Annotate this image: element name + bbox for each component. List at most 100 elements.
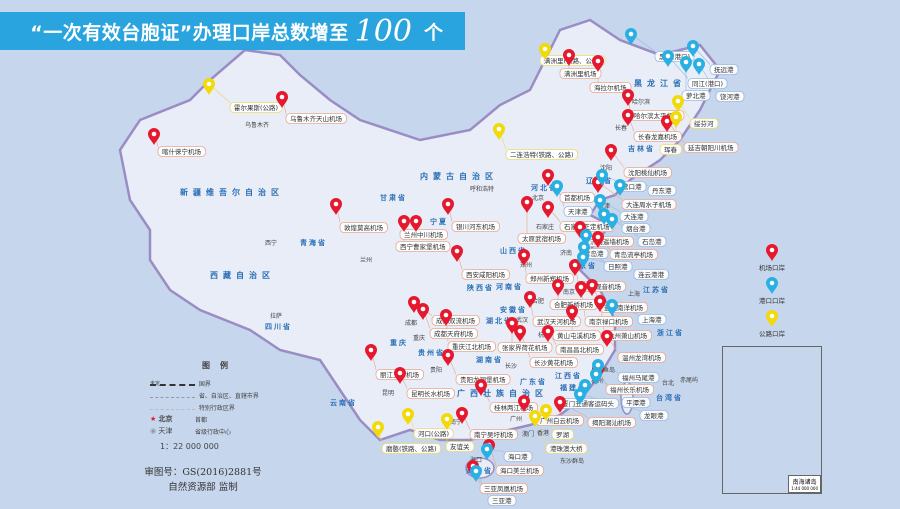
airport-marker[interactable] bbox=[521, 196, 533, 213]
airport-marker[interactable] bbox=[592, 55, 604, 72]
port-label[interactable]: 银川河东机场 bbox=[451, 221, 500, 232]
airport-marker[interactable] bbox=[594, 295, 606, 312]
airport-marker[interactable] bbox=[442, 198, 454, 215]
port-label[interactable]: 龙眼港 bbox=[639, 410, 669, 421]
port-label[interactable]: 揭阳潮汕机场 bbox=[587, 417, 636, 428]
airport-marker[interactable] bbox=[276, 91, 288, 108]
port-label[interactable]: 首都机场 bbox=[559, 192, 595, 203]
road-marker[interactable] bbox=[441, 413, 453, 430]
airport-marker[interactable] bbox=[575, 281, 587, 298]
port-label[interactable]: 张家界荷花机场 bbox=[497, 342, 553, 353]
port-label[interactable]: 抚远港 bbox=[709, 64, 739, 75]
port-marker[interactable] bbox=[596, 169, 608, 186]
road-marker[interactable] bbox=[493, 123, 505, 140]
port-label[interactable]: 成都双流机场 bbox=[431, 315, 480, 326]
airport-marker[interactable] bbox=[605, 144, 617, 161]
airport-marker[interactable] bbox=[518, 249, 530, 266]
port-label[interactable]: 满洲里机场 bbox=[559, 68, 602, 79]
port-label[interactable]: 海口美兰机场 bbox=[495, 465, 544, 476]
airport-marker[interactable] bbox=[566, 305, 578, 322]
airport-marker[interactable] bbox=[542, 169, 554, 186]
airport-marker[interactable] bbox=[417, 303, 429, 320]
port-label[interactable]: 广州白云机场 bbox=[535, 415, 584, 426]
airport-marker[interactable] bbox=[398, 215, 410, 232]
port-marker[interactable] bbox=[693, 58, 705, 75]
port-label[interactable]: 磨憨(铁路、公路) bbox=[381, 443, 441, 454]
road-marker[interactable] bbox=[203, 78, 215, 95]
port-label[interactable]: 温州龙湾机场 bbox=[617, 352, 666, 363]
port-label[interactable]: 厦门五通客运码头 bbox=[557, 398, 619, 409]
port-label[interactable]: 西安咸阳机场 bbox=[461, 269, 510, 280]
port-marker[interactable] bbox=[598, 208, 610, 225]
airport-marker[interactable] bbox=[601, 330, 613, 347]
airport-marker[interactable] bbox=[524, 291, 536, 308]
port-label[interactable]: 二连浩特(铁路、公路) bbox=[505, 149, 578, 160]
airport-marker[interactable] bbox=[569, 259, 581, 276]
port-label[interactable]: 喀什徕宁机场 bbox=[157, 146, 206, 157]
port-marker[interactable] bbox=[687, 40, 699, 57]
port-label[interactable]: 太原武宿机场 bbox=[517, 233, 566, 244]
port-label[interactable]: 福州长乐机场 bbox=[605, 384, 654, 395]
road-marker[interactable] bbox=[539, 43, 551, 60]
airport-marker[interactable] bbox=[148, 128, 160, 145]
port-label[interactable]: 饶河港 bbox=[715, 91, 745, 102]
port-label[interactable]: 丹东港 bbox=[647, 185, 677, 196]
airport-marker[interactable] bbox=[518, 395, 530, 412]
port-marker[interactable] bbox=[580, 229, 592, 246]
port-label[interactable]: 罗湖 bbox=[551, 429, 574, 440]
road-marker[interactable] bbox=[402, 408, 414, 425]
airport-marker[interactable] bbox=[365, 344, 377, 361]
port-label[interactable]: 连云港港 bbox=[633, 269, 669, 280]
airport-marker[interactable] bbox=[440, 309, 452, 326]
port-label[interactable]: 郑州新郑机场 bbox=[525, 273, 574, 284]
port-label[interactable]: 桂林两江机场 bbox=[489, 402, 538, 413]
port-marker[interactable] bbox=[625, 28, 637, 45]
port-label[interactable]: 河口(公路) bbox=[413, 428, 454, 439]
airport-marker[interactable] bbox=[394, 367, 406, 384]
port-marker[interactable] bbox=[577, 251, 589, 268]
airport-marker[interactable] bbox=[514, 325, 526, 342]
port-marker[interactable] bbox=[481, 443, 493, 460]
road-marker[interactable] bbox=[672, 95, 684, 112]
port-label[interactable]: 珲春 bbox=[659, 144, 682, 155]
port-label[interactable]: 烟台港 bbox=[621, 223, 651, 234]
port-label[interactable]: 乌鲁木齐天山机场 bbox=[285, 113, 347, 124]
airport-marker[interactable] bbox=[542, 325, 554, 342]
port-label[interactable]: 敦煌莫高机场 bbox=[339, 222, 388, 233]
port-label[interactable]: 长春龙嘉机场 bbox=[633, 131, 682, 142]
port-label[interactable]: 武汉天河机场 bbox=[532, 316, 581, 327]
port-label[interactable]: 大连港 bbox=[619, 211, 649, 222]
port-label[interactable]: 日照港 bbox=[603, 261, 633, 272]
airport-marker[interactable] bbox=[574, 221, 586, 238]
airport-marker[interactable] bbox=[592, 231, 604, 248]
port-label[interactable]: 黄山屯溪机场 bbox=[552, 330, 601, 341]
airport-marker[interactable] bbox=[554, 396, 566, 413]
road-marker[interactable] bbox=[670, 111, 682, 128]
port-marker[interactable] bbox=[590, 368, 602, 385]
port-label[interactable]: 港珠澳大桥 bbox=[545, 443, 588, 454]
port-label[interactable]: 友谊关 bbox=[445, 441, 475, 452]
airport-marker[interactable] bbox=[622, 109, 634, 126]
airport-marker[interactable] bbox=[506, 317, 518, 334]
port-label[interactable]: 成都天府机场 bbox=[429, 328, 478, 339]
port-label[interactable]: 南宁吴圩机场 bbox=[469, 429, 518, 440]
airport-marker[interactable] bbox=[408, 296, 420, 313]
port-marker[interactable] bbox=[579, 379, 591, 396]
port-label[interactable]: 石岛港 bbox=[637, 236, 667, 247]
port-label[interactable]: 南京禄口机场 bbox=[584, 316, 633, 327]
port-label[interactable]: 海拉尔机场 bbox=[589, 82, 632, 93]
port-label[interactable]: 三亚港 bbox=[487, 495, 517, 506]
port-marker[interactable] bbox=[574, 388, 586, 405]
road-marker[interactable] bbox=[372, 421, 384, 438]
port-label[interactable]: 绥芬河 bbox=[689, 118, 719, 129]
airport-marker[interactable] bbox=[475, 379, 487, 396]
airport-marker[interactable] bbox=[622, 89, 634, 106]
port-marker[interactable] bbox=[470, 465, 482, 482]
port-marker[interactable] bbox=[680, 56, 692, 73]
port-label[interactable]: 青岛流亭机场 bbox=[609, 249, 658, 260]
port-label[interactable]: 福州马尾港 bbox=[617, 372, 660, 383]
port-label[interactable]: 重庆江北机场 bbox=[447, 341, 496, 352]
port-marker[interactable] bbox=[606, 213, 618, 230]
port-label[interactable]: 萝北港 bbox=[681, 90, 711, 101]
airport-marker[interactable] bbox=[661, 115, 673, 132]
